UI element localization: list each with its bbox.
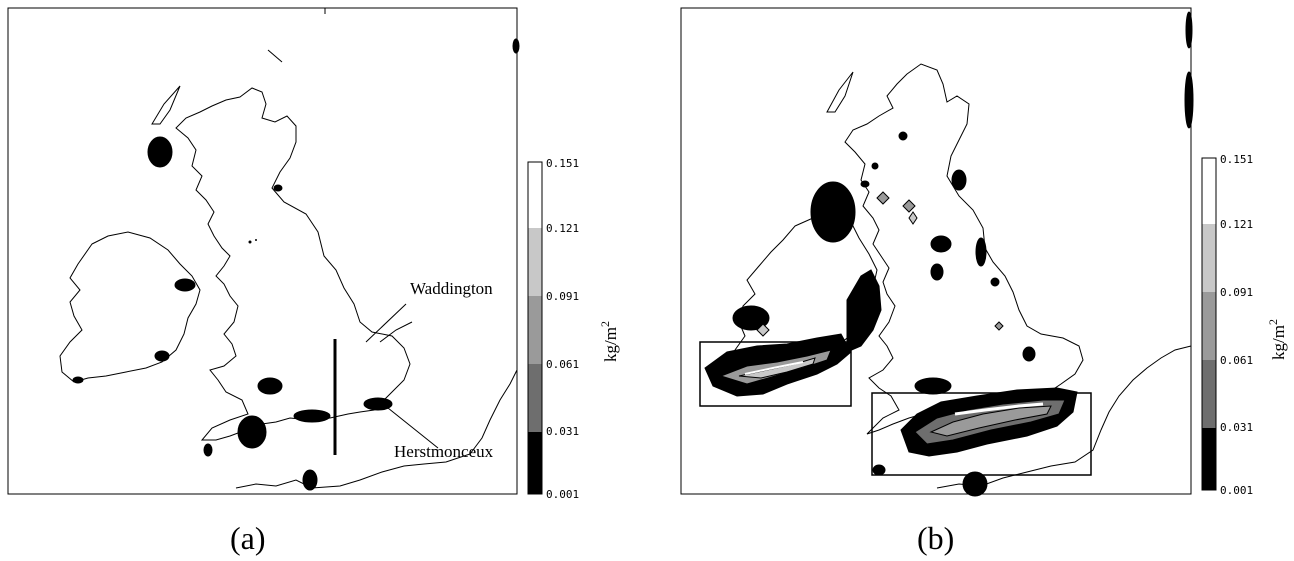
colorbar-b: 0.001 0.031 0.061 0.091 0.121 0.151 kg/m… xyxy=(1201,153,1288,497)
colorbar-b-tick-2: 0.061 xyxy=(1220,354,1253,367)
highlight-box-channel xyxy=(871,392,1092,476)
colorbar-a-unit: kg/m2 xyxy=(598,321,620,362)
colorbar-b-tick-5: 0.151 xyxy=(1220,153,1253,166)
map-frame-a xyxy=(7,7,518,495)
caption-a: (a) xyxy=(230,520,266,556)
highlight-box-ireland xyxy=(699,341,852,407)
colorbar-a-tick-2: 0.061 xyxy=(546,358,579,371)
map-panel-a: Waddington Herstmonceux xyxy=(7,7,520,495)
colorbar-a: 0.001 0.031 0.061 0.091 0.121 0.151 kg/m… xyxy=(527,157,620,501)
colorbar-a-tick-4: 0.121 xyxy=(546,222,579,235)
colorbar-a-tick-1: 0.031 xyxy=(546,425,579,438)
cloud-patches-b xyxy=(704,11,1194,497)
coastline-great-britain-b xyxy=(844,63,1084,435)
colorbar-b-tick-3: 0.091 xyxy=(1220,286,1253,299)
label-waddington: Waddington xyxy=(410,279,493,298)
caption-b: (b) xyxy=(917,520,955,556)
colorbar-a-tick-5: 0.151 xyxy=(546,157,579,170)
coastline-ireland xyxy=(59,231,201,383)
coastline-great-britain xyxy=(175,87,411,441)
colorbar-b-unit: kg/m2 xyxy=(1266,319,1288,360)
cloud-patches-a xyxy=(72,38,520,491)
label-herstmonceux: Herstmonceux xyxy=(394,442,494,461)
colorbar-b-tick-1: 0.031 xyxy=(1220,421,1253,434)
colorbar-b-tick-4: 0.121 xyxy=(1220,218,1253,231)
colorbar-a-tick-3: 0.091 xyxy=(546,290,579,303)
colorbar-a-tick-0: 0.001 xyxy=(546,488,579,501)
map-frame-b xyxy=(680,7,1192,495)
colorbar-b-tick-0: 0.001 xyxy=(1220,484,1253,497)
map-panel-b xyxy=(680,7,1194,497)
